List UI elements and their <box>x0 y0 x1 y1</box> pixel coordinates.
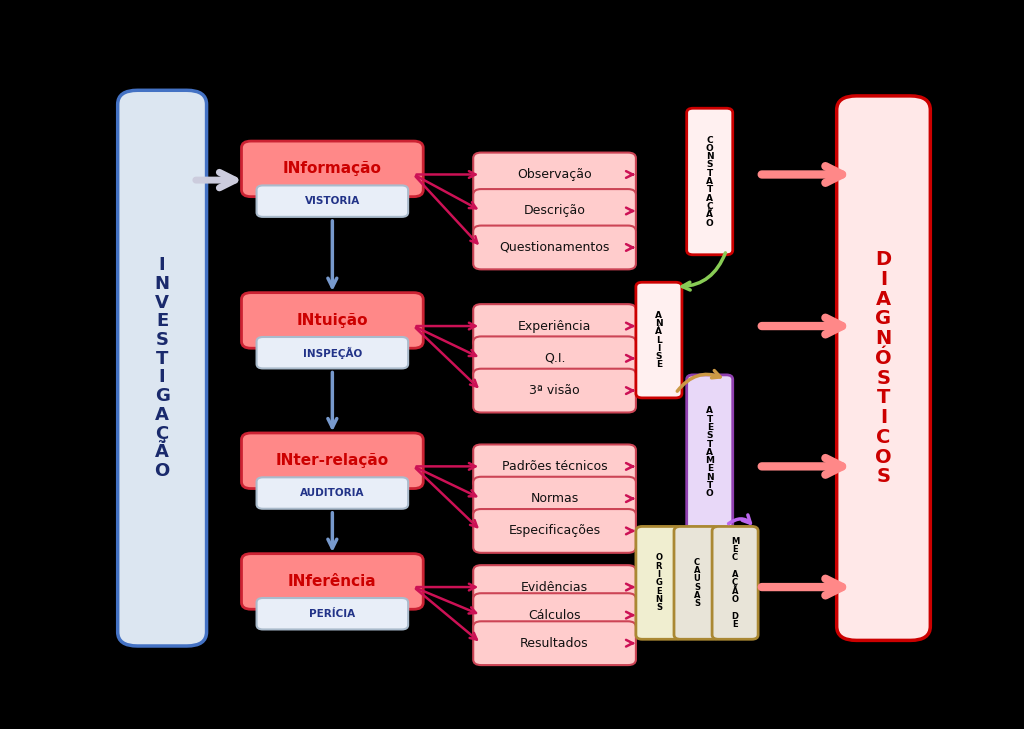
Text: Cálculos: Cálculos <box>528 609 581 622</box>
FancyBboxPatch shape <box>473 369 636 413</box>
FancyBboxPatch shape <box>674 526 720 639</box>
FancyBboxPatch shape <box>473 593 636 637</box>
Text: INter-relação: INter-relação <box>275 453 389 468</box>
FancyBboxPatch shape <box>636 282 682 398</box>
FancyBboxPatch shape <box>712 526 758 639</box>
FancyBboxPatch shape <box>473 225 636 269</box>
FancyBboxPatch shape <box>473 336 636 381</box>
Text: D
I
A
G
N
Ó
S
T
I
C
O
S: D I A G N Ó S T I C O S <box>876 250 892 486</box>
Text: INtuição: INtuição <box>297 313 368 328</box>
FancyBboxPatch shape <box>257 598 409 629</box>
Text: I
N
V
E
S
T
I
G
A
Ç
Ã
O: I N V E S T I G A Ç Ã O <box>155 257 170 480</box>
FancyBboxPatch shape <box>242 141 423 197</box>
Text: INformação: INformação <box>283 161 382 176</box>
Text: VISTORIA: VISTORIA <box>305 196 360 206</box>
FancyBboxPatch shape <box>837 96 931 640</box>
FancyBboxPatch shape <box>473 445 636 488</box>
Text: Padrões técnicos: Padrões técnicos <box>502 460 607 473</box>
FancyBboxPatch shape <box>473 189 636 233</box>
Text: Observação: Observação <box>517 168 592 181</box>
FancyBboxPatch shape <box>257 337 409 368</box>
FancyBboxPatch shape <box>242 553 423 609</box>
Text: Q.I.: Q.I. <box>544 352 565 364</box>
Text: Resultados: Resultados <box>520 636 589 650</box>
FancyBboxPatch shape <box>473 565 636 609</box>
Text: Descrição: Descrição <box>523 204 586 217</box>
Text: Experiência: Experiência <box>518 319 591 332</box>
Text: INferência: INferência <box>288 574 377 589</box>
FancyBboxPatch shape <box>257 477 409 509</box>
Text: Especificações: Especificações <box>509 524 601 537</box>
FancyBboxPatch shape <box>473 304 636 348</box>
Text: Normas: Normas <box>530 492 579 505</box>
FancyBboxPatch shape <box>473 621 636 665</box>
Text: C
A
U
S
A
S: C A U S A S <box>693 558 700 608</box>
Text: 3ª visão: 3ª visão <box>529 384 580 397</box>
Text: INSPEÇÃO: INSPEÇÃO <box>303 347 361 359</box>
Text: Questionamentos: Questionamentos <box>500 241 609 254</box>
FancyBboxPatch shape <box>473 477 636 521</box>
Text: A
N
Á
L
I
S
E: A N Á L I S E <box>655 311 663 370</box>
FancyBboxPatch shape <box>118 90 207 646</box>
Text: PERÍCIA: PERÍCIA <box>309 609 355 619</box>
Text: Evidências: Evidências <box>521 580 588 593</box>
FancyBboxPatch shape <box>257 185 409 217</box>
Text: AUDITORIA: AUDITORIA <box>300 488 365 498</box>
FancyBboxPatch shape <box>687 375 733 530</box>
Text: M
E
C
 
A
Ç
Ã
O
 
D
E: M E C A Ç Ã O D E <box>731 537 739 629</box>
FancyBboxPatch shape <box>473 152 636 196</box>
Text: A
T
E
S
T
A
M
E
N
T
O: A T E S T A M E N T O <box>706 406 714 499</box>
FancyBboxPatch shape <box>242 433 423 488</box>
FancyBboxPatch shape <box>242 292 423 348</box>
Text: O
R
I
G
E
N
S: O R I G E N S <box>655 553 663 612</box>
FancyBboxPatch shape <box>473 509 636 553</box>
Text: C
O
N
S
T
A
T
A
Ç
Ã
O: C O N S T A T A Ç Ã O <box>706 136 714 227</box>
FancyBboxPatch shape <box>687 108 733 254</box>
FancyBboxPatch shape <box>636 526 682 639</box>
